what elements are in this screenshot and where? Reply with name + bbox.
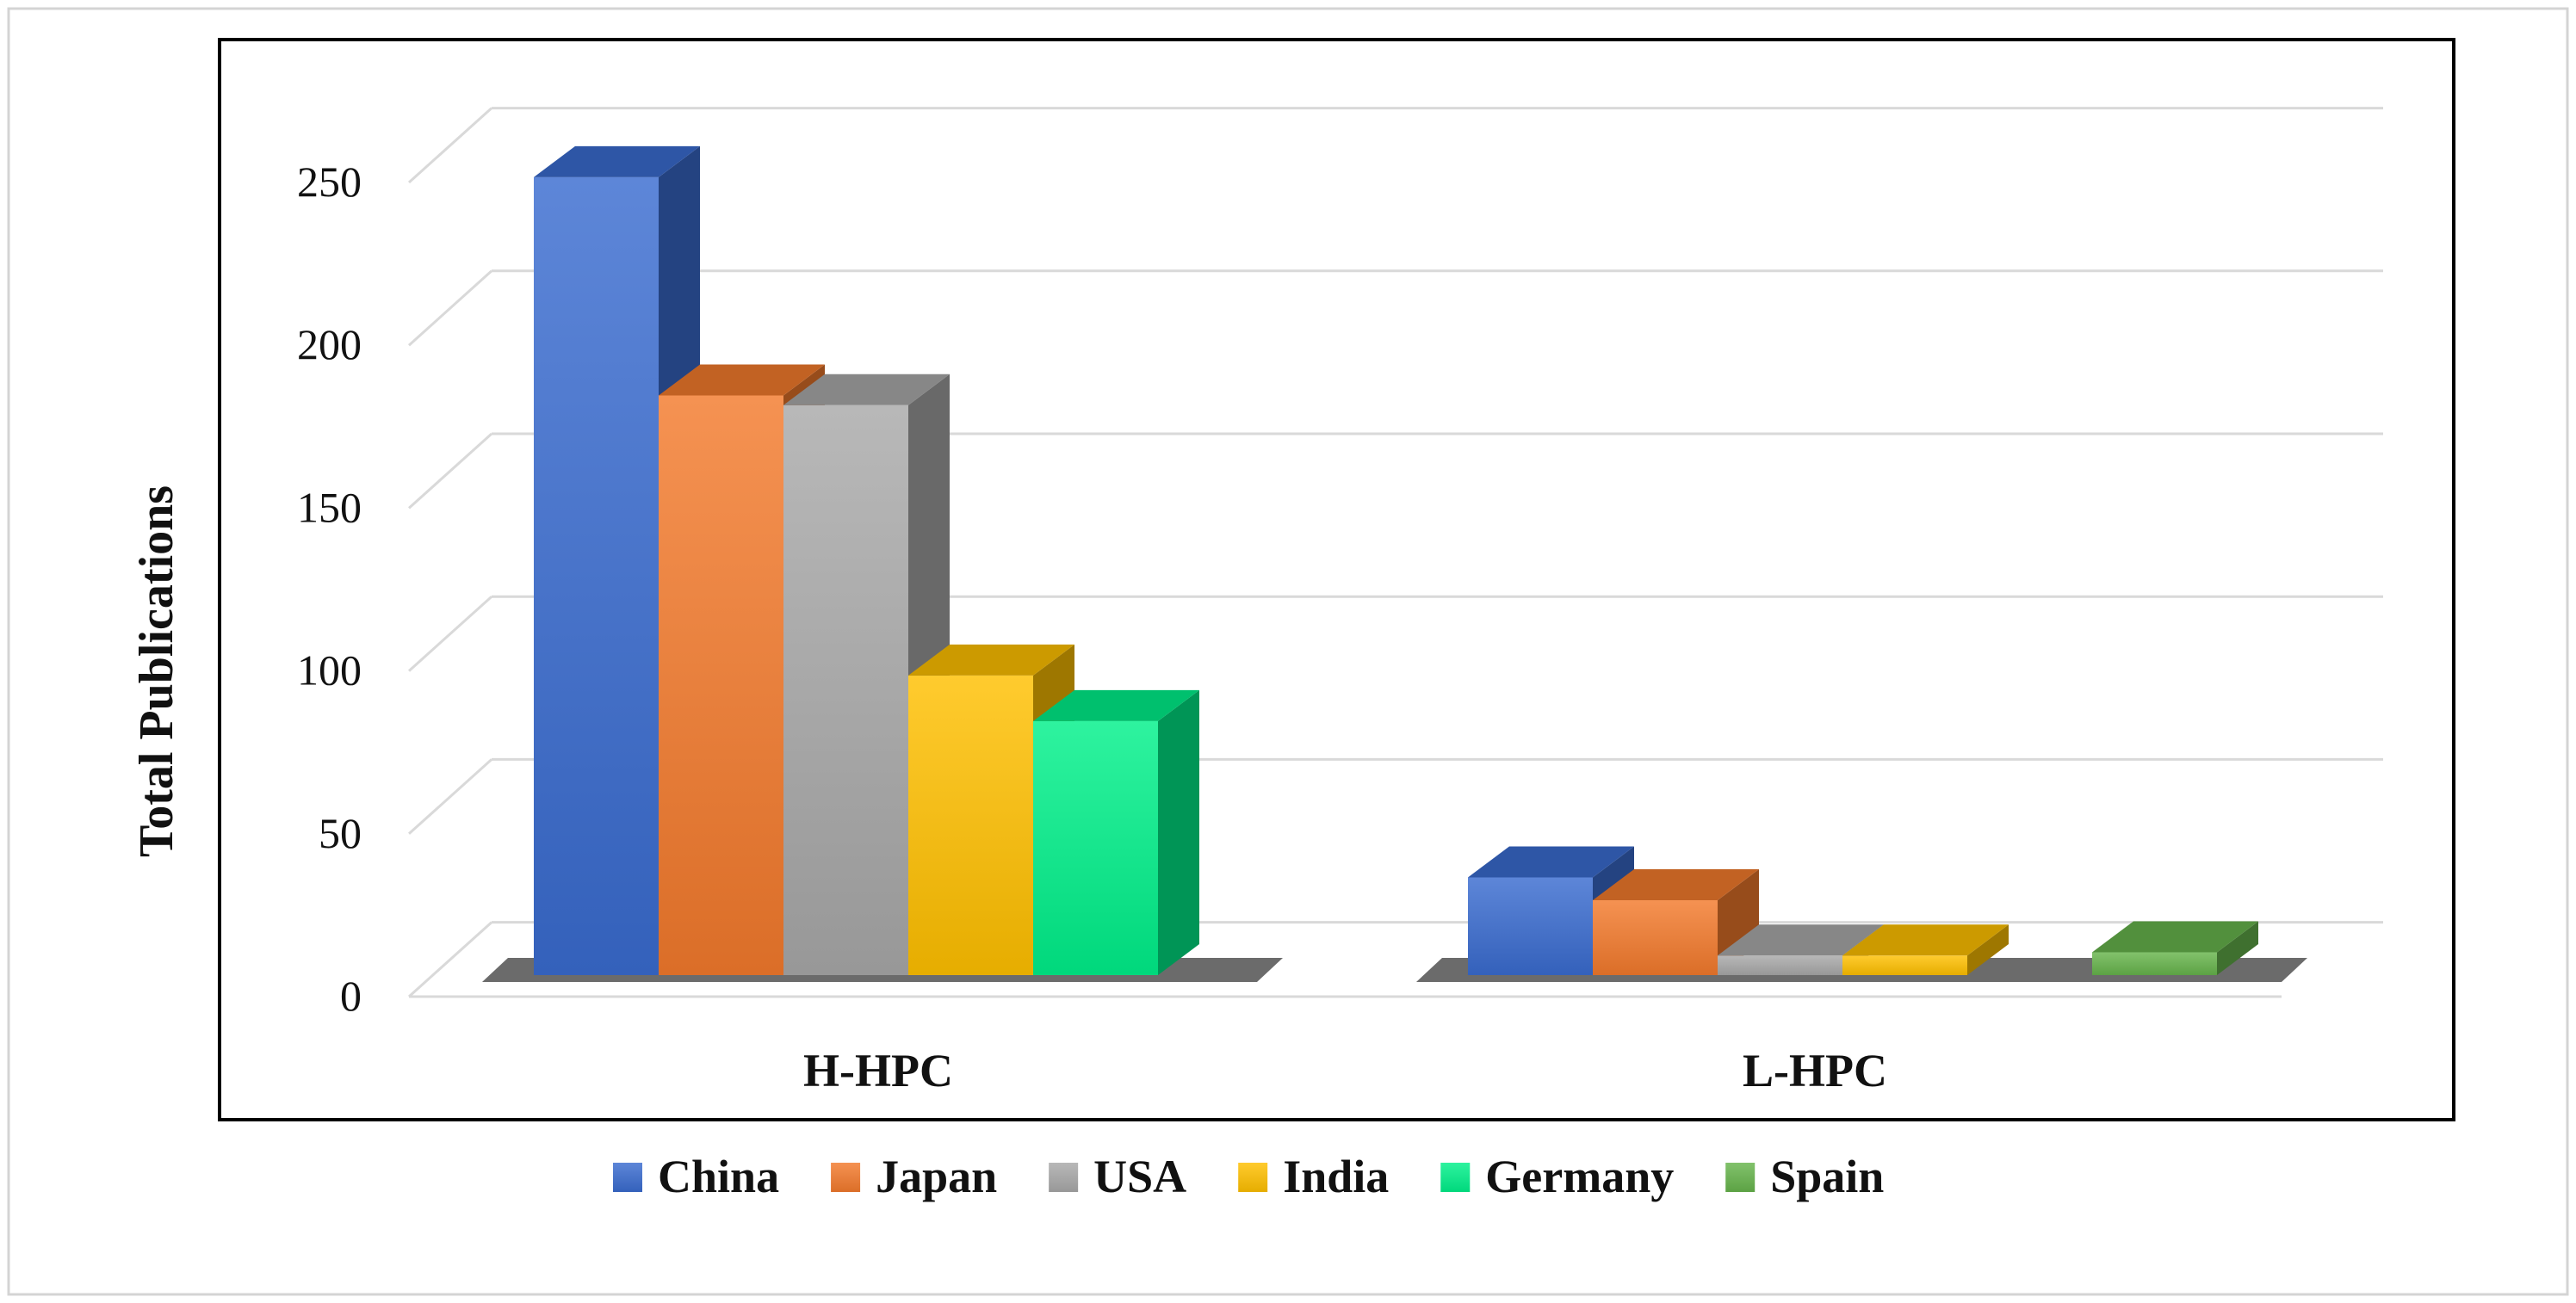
legend-swatch — [1725, 1163, 1756, 1192]
legend-swatch — [1049, 1163, 1079, 1192]
category-labels: H-HPC L-HPC — [803, 1045, 1887, 1096]
gridline-diagonal — [407, 432, 493, 509]
bar-front — [659, 395, 783, 975]
x-category-label: L-HPC — [1743, 1045, 1887, 1096]
bar-top — [783, 374, 950, 405]
gridline-diagonal — [407, 107, 493, 184]
bar-top — [1842, 924, 2009, 956]
bar-side — [1967, 924, 2009, 975]
y-tick-label: 150 — [297, 483, 362, 531]
gridline-diagonal — [407, 596, 493, 672]
bars — [482, 145, 2307, 982]
bar-front — [1033, 720, 1158, 975]
bar-front — [534, 176, 659, 976]
bar-side — [2217, 921, 2258, 975]
y-tick-label: 200 — [297, 320, 362, 368]
bar-front — [1718, 955, 1842, 975]
bar-top — [1468, 846, 1634, 878]
bar-top — [1718, 924, 1884, 956]
bar-front — [1593, 899, 1718, 975]
bar-top — [2092, 921, 2258, 953]
legend-label: USA — [1093, 1151, 1186, 1202]
legend-swatch — [1238, 1163, 1268, 1192]
y-tick-label: 0 — [340, 972, 362, 1020]
bar-top — [1033, 689, 1199, 721]
bar-top — [908, 644, 1074, 676]
gridline-diagonal — [407, 269, 493, 347]
bar-front — [1468, 877, 1593, 975]
y-tick-label: 50 — [319, 809, 362, 857]
bar-top — [534, 145, 700, 177]
legend-label: Germany — [1485, 1151, 1674, 1202]
legend: China Japan USA India Germany Spain — [613, 1151, 1884, 1202]
y-axis-ticks: 0 50 100 150 200 250 — [297, 157, 362, 1020]
bar-front — [783, 404, 908, 975]
y-axis-title: Total Publications — [130, 485, 183, 857]
legend-label: China — [658, 1151, 779, 1202]
legend-swatch — [1440, 1163, 1471, 1192]
legend-swatch — [613, 1163, 642, 1192]
bar-side — [1158, 689, 1199, 975]
y-tick-label: 100 — [297, 646, 362, 695]
gridline-diagonal — [407, 921, 493, 998]
bar-top — [659, 364, 825, 396]
bar-top — [1593, 868, 1759, 900]
legend-swatch — [831, 1163, 861, 1192]
legend-label: India — [1283, 1151, 1389, 1202]
bar-front — [908, 675, 1033, 975]
bar-front — [2092, 952, 2217, 975]
gridline-diagonal — [407, 758, 493, 835]
legend-label: Japan — [876, 1151, 997, 1202]
bar-front — [1842, 955, 1967, 975]
x-category-label: H-HPC — [803, 1045, 953, 1096]
legend-label: Spain — [1770, 1151, 1884, 1202]
y-tick-label: 250 — [297, 157, 362, 206]
